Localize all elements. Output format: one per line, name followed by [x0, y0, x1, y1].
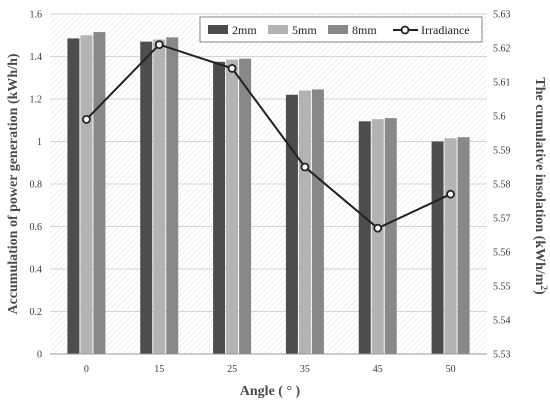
legend-label-irradiance: Irradiance — [421, 23, 470, 37]
legend-swatch-2mm — [208, 25, 228, 34]
bar-5mm-25 — [226, 59, 239, 354]
y2-axis-title-main: The cumulative insolation (kWh/m — [532, 77, 547, 285]
y-tick-label: 0.4 — [30, 265, 43, 276]
legend: 2mm 5mm 8mm Irradiance — [199, 16, 483, 43]
y2-axis-title-close: ) — [532, 290, 547, 295]
x-tick-label: 50 — [446, 364, 456, 375]
y-axis-ticks: 0 0.2 0.4 0.6 0.8 1 1.2 1.4 1.6 — [30, 10, 43, 361]
legend-label-8mm: 8mm — [352, 23, 377, 37]
y2-tick-label: 5.6 — [493, 112, 506, 123]
y-tick-label: 1.6 — [30, 10, 43, 21]
bar-5mm-35 — [298, 90, 311, 354]
y2-tick-label: 5.56 — [493, 248, 511, 259]
y-tick-label: 0 — [37, 350, 42, 361]
irradiance-point-25 — [227, 64, 237, 73]
bar-2mm-25 — [213, 61, 226, 354]
y-tick-label: 0.2 — [30, 307, 43, 318]
irradiance-point-35 — [300, 162, 310, 172]
legend-label-2mm: 2mm — [232, 23, 257, 37]
y2-tick-label: 5.53 — [493, 350, 511, 361]
y-tick-label: 0.8 — [30, 180, 43, 191]
bar-5mm-0 — [80, 35, 93, 354]
irradiance-point-50 — [446, 189, 455, 199]
bar-2mm-0 — [67, 38, 80, 354]
x-tick-label: 15 — [154, 364, 164, 375]
legend-marker-irradiance — [400, 25, 410, 35]
legend-swatch-8mm — [328, 25, 348, 34]
irradiance-polyline — [85, 43, 452, 230]
bar-8mm-35 — [311, 89, 324, 354]
bar-8mm-25 — [239, 58, 252, 354]
y2-tick-label: 5.58 — [493, 180, 511, 191]
bar-2mm-15 — [140, 41, 153, 354]
irradiance-line — [82, 40, 455, 233]
x-tick-label: 25 — [227, 364, 237, 375]
y2-axis-title-superscript: 2 — [539, 285, 549, 290]
bar-8mm-50 — [457, 137, 470, 354]
x-axis-ticks: 0 15 25 35 45 50 — [84, 364, 456, 375]
bar-5mm-15 — [153, 39, 166, 354]
y-tick-label: 1 — [37, 137, 42, 148]
y2-axis-ticks: 5.53 5.54 5.55 5.56 5.57 5.58 5.59 5.6 5.61 5.62 5… — [493, 10, 511, 361]
y-tick-label: 1.2 — [30, 95, 43, 106]
y2-tick-label: 5.55 — [493, 282, 511, 293]
legend-label-5mm: 5mm — [292, 23, 317, 37]
x-tick-label: 35 — [300, 364, 310, 375]
gridlines — [50, 13, 487, 312]
x-axis-title: Angle ( ° ) — [240, 384, 301, 399]
bar-2mm-35 — [285, 94, 298, 354]
y2-tick-label: 5.59 — [493, 146, 511, 157]
bar-8mm-0 — [93, 32, 106, 354]
bar-2mm-50 — [431, 141, 444, 354]
legend-swatch-5mm — [268, 25, 288, 34]
bar-8mm-45 — [384, 118, 397, 354]
x-tick-label: 45 — [373, 364, 383, 375]
bar-2mm-45 — [358, 121, 371, 354]
bar-5mm-50 — [444, 138, 457, 354]
bar-5mm-45 — [371, 119, 384, 354]
y2-tick-label: 5.57 — [493, 214, 511, 225]
irradiance-point-0 — [82, 115, 91, 124]
irradiance-point-45 — [373, 223, 383, 233]
y-tick-label: 0.6 — [30, 222, 43, 233]
y-tick-label: 1.4 — [30, 52, 43, 63]
y2-tick-label: 5.62 — [493, 44, 511, 55]
y-axis-title: Accumulation of power generation (kWh/h) — [6, 53, 21, 314]
x-tick-label: 0 — [84, 364, 89, 375]
irradiance-point-15 — [154, 40, 164, 49]
y2-tick-label: 5.63 — [493, 10, 511, 21]
y2-tick-label: 5.61 — [493, 78, 511, 89]
bar-8mm-15 — [166, 37, 179, 354]
y2-axis-title: The cumulative insolation (kWh/m2) — [532, 77, 549, 295]
y2-tick-label: 5.54 — [493, 316, 511, 327]
